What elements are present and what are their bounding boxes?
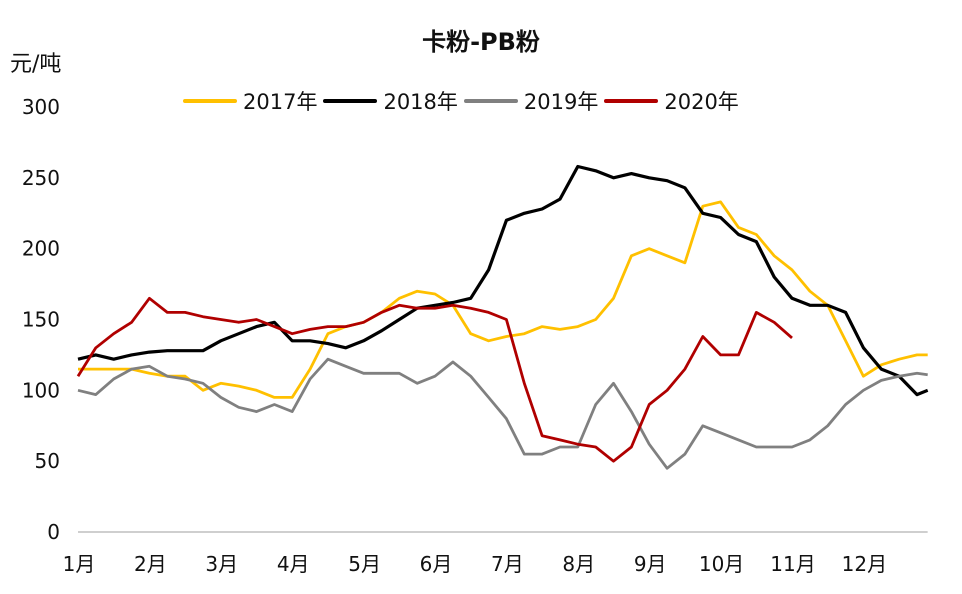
x-tick-label: 12月 <box>842 552 887 576</box>
y-tick-label: 250 <box>22 166 60 190</box>
y-tick-label: 50 <box>35 449 60 473</box>
legend-label: 2017年 <box>243 90 318 114</box>
series-line-2019年 <box>77 357 928 470</box>
legend-label: 2019年 <box>523 90 599 114</box>
legend-item: 2018年 <box>323 86 458 116</box>
legend-swatch <box>183 99 237 103</box>
y-axis-label: 元/吨 <box>10 52 62 77</box>
legend-swatch <box>463 99 518 103</box>
series-line-2020年 <box>76 296 793 463</box>
x-tick-label: 4月 <box>277 552 310 576</box>
x-tick-label: 1月 <box>63 552 96 576</box>
series-line-2018年 <box>77 164 929 397</box>
legend-label: 2018年 <box>383 90 458 114</box>
legend-item: 2017年 <box>183 86 317 116</box>
x-tick-label: 5月 <box>348 552 381 576</box>
legend-label: 2020年 <box>664 90 739 114</box>
chart-title: 卡粉-PB粉 <box>422 28 540 56</box>
x-tick-label: 6月 <box>420 552 453 576</box>
y-tick-label: 100 <box>22 378 60 402</box>
x-tick-label: 7月 <box>491 552 524 576</box>
x-tick-label: 10月 <box>699 552 744 576</box>
x-tick-label: 9月 <box>634 552 667 576</box>
legend-swatch <box>323 99 378 103</box>
legend-swatch <box>604 99 659 103</box>
legend-item: 2020年 <box>604 86 739 116</box>
x-tick-label: 8月 <box>562 552 595 576</box>
series-line-2017年 <box>78 200 928 399</box>
y-tick-label: 0 <box>47 520 60 544</box>
legend: 2017年 2018年 2019年 2020年 <box>183 86 745 116</box>
y-tick-label: 300 <box>22 95 60 119</box>
x-tick-label: 3月 <box>205 552 238 576</box>
x-tick-label: 2月 <box>134 552 167 576</box>
y-tick-label: 150 <box>22 308 60 332</box>
x-tick-label: 11月 <box>770 552 815 576</box>
legend-item: 2019年 <box>463 86 599 116</box>
y-tick-label: 200 <box>22 237 60 261</box>
